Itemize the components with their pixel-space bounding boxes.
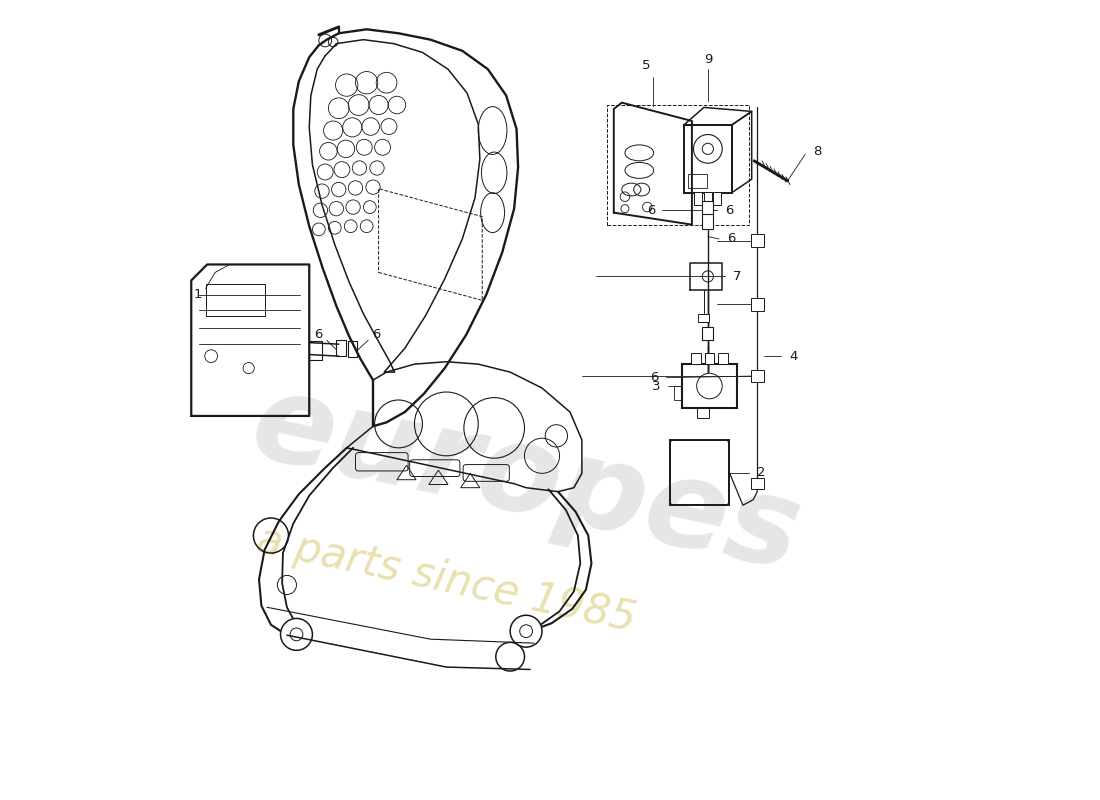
Bar: [206, 285, 265, 316]
Bar: [704, 192, 712, 205]
Text: 6: 6: [372, 328, 381, 341]
Text: 6: 6: [727, 233, 736, 246]
Text: 4: 4: [789, 350, 797, 362]
Text: 7: 7: [734, 270, 741, 283]
Text: 3: 3: [651, 379, 660, 393]
Text: 9: 9: [704, 53, 712, 66]
Bar: [682, 364, 737, 408]
Text: a parts since 1985: a parts since 1985: [253, 518, 640, 640]
Bar: [694, 192, 702, 205]
Bar: [751, 478, 763, 490]
Bar: [751, 370, 763, 382]
Text: 5: 5: [642, 58, 651, 72]
Circle shape: [510, 615, 542, 647]
Bar: [714, 192, 722, 205]
Bar: [751, 234, 763, 247]
Bar: [673, 386, 682, 400]
Bar: [337, 340, 345, 356]
Bar: [688, 174, 707, 188]
Text: 6: 6: [315, 328, 323, 341]
Bar: [309, 341, 322, 360]
Bar: [705, 353, 714, 364]
Bar: [670, 440, 729, 506]
Bar: [702, 214, 714, 229]
Text: 6: 6: [650, 371, 659, 384]
Bar: [702, 201, 714, 215]
Text: 6: 6: [725, 204, 734, 217]
Bar: [691, 353, 701, 364]
Text: 6: 6: [647, 204, 656, 217]
Bar: [697, 408, 708, 418]
Bar: [684, 125, 732, 193]
Bar: [348, 341, 358, 357]
Circle shape: [280, 618, 312, 650]
Text: 2: 2: [757, 466, 766, 479]
Bar: [751, 298, 763, 310]
Bar: [718, 353, 728, 364]
Bar: [698, 314, 710, 322]
Text: europes: europes: [241, 365, 811, 595]
Text: 8: 8: [813, 145, 822, 158]
Text: 1: 1: [194, 288, 202, 302]
Bar: [702, 327, 714, 340]
